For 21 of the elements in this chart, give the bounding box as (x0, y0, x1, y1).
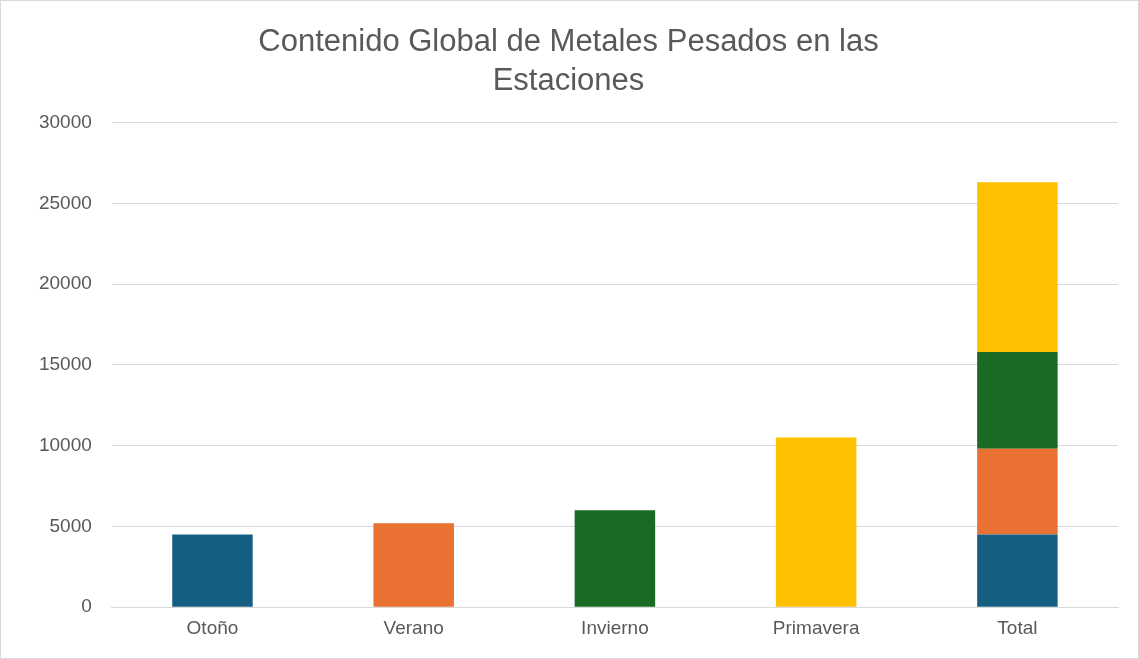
chart-title: Contenido Global de Metales Pesados en las Estaciones (258, 22, 879, 97)
y-tick-label: 20000 (38, 272, 92, 294)
y-tick-label: 0 (81, 595, 92, 617)
bar (172, 534, 253, 607)
y-tick-label: 15000 (38, 353, 92, 375)
x-tick-label: Primavera (772, 616, 860, 638)
y-tick-label: 30000 (38, 110, 92, 132)
x-tick-label: Invierno (581, 616, 649, 638)
y-tick-label: 10000 (38, 433, 92, 455)
bar (977, 448, 1058, 535)
bar (574, 510, 656, 607)
y-tick-label: 5000 (49, 514, 92, 536)
bar (977, 182, 1058, 352)
bar (977, 351, 1058, 449)
x-tick-label: Otoño (186, 616, 239, 638)
y-tick-label: 25000 (38, 191, 92, 213)
bar (775, 437, 857, 607)
bar (373, 523, 454, 607)
bar (977, 534, 1058, 607)
x-tick-label: Verano (383, 616, 444, 638)
x-tick-label: Total (997, 616, 1038, 638)
